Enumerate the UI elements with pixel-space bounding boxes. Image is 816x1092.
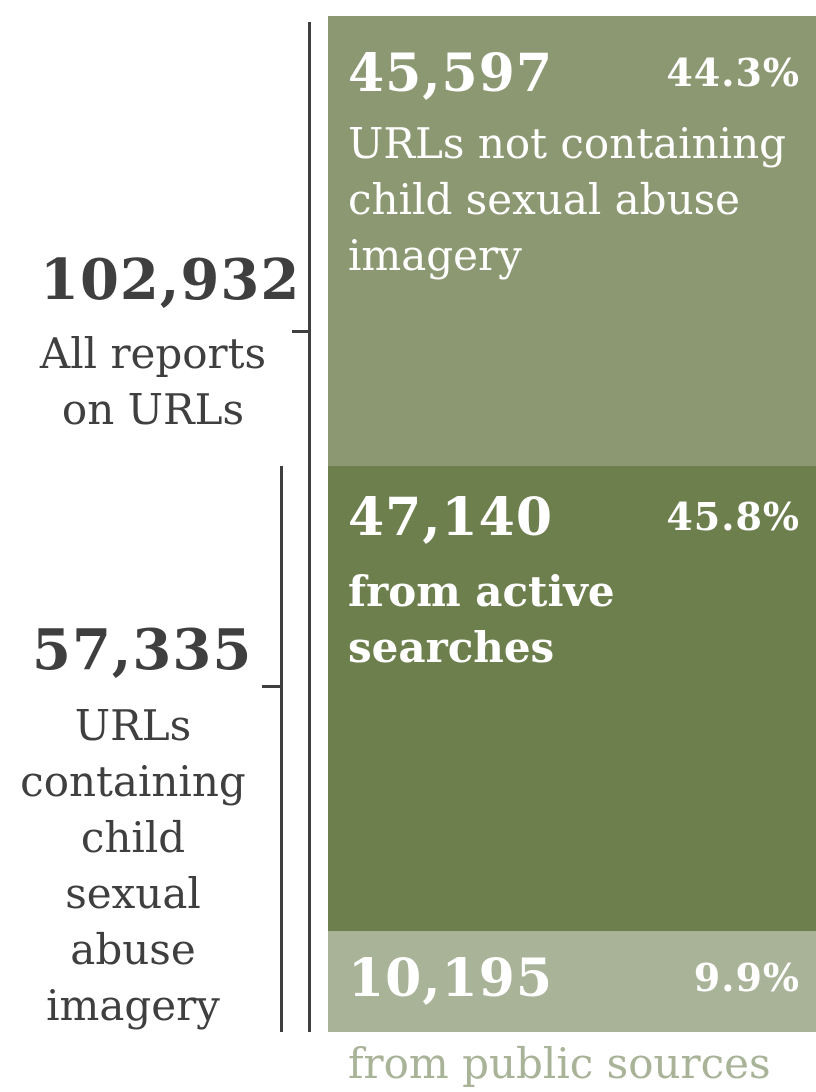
segment-value: 45,597 xyxy=(348,43,554,104)
segment-public-sources: 10,195 9.9% xyxy=(328,931,816,1032)
subtotal-bracket-tick xyxy=(262,685,282,688)
segment-percent: 44.3% xyxy=(666,50,800,95)
segment-value: 10,195 xyxy=(348,948,554,1010)
total-label: All reports on URLs xyxy=(39,329,267,434)
total-bracket-tick xyxy=(292,330,310,333)
segment-label: from active searches xyxy=(348,567,615,673)
segment-label: URLs not containing child sexual abuse i… xyxy=(348,119,787,280)
segment-value: 47,140 xyxy=(348,487,554,549)
subtotal-value: 57,335 xyxy=(32,617,253,683)
total-value: 102,932 xyxy=(40,247,301,313)
segment-percent: 9.9% xyxy=(693,955,800,1001)
segment-not-csam: 45,597 44.3% URLs not containing child s… xyxy=(328,16,816,467)
segment-percent: 45.8% xyxy=(666,494,800,540)
segment-active-searches: 47,140 45.8% from active searches xyxy=(328,466,816,932)
subtotal-label: URLs containing child sexual abuse image… xyxy=(20,701,246,1030)
total-bracket-line xyxy=(308,22,311,1032)
subtotal-bracket-line xyxy=(280,466,283,1032)
segment-label-public-sources: from public sources xyxy=(348,1039,771,1088)
